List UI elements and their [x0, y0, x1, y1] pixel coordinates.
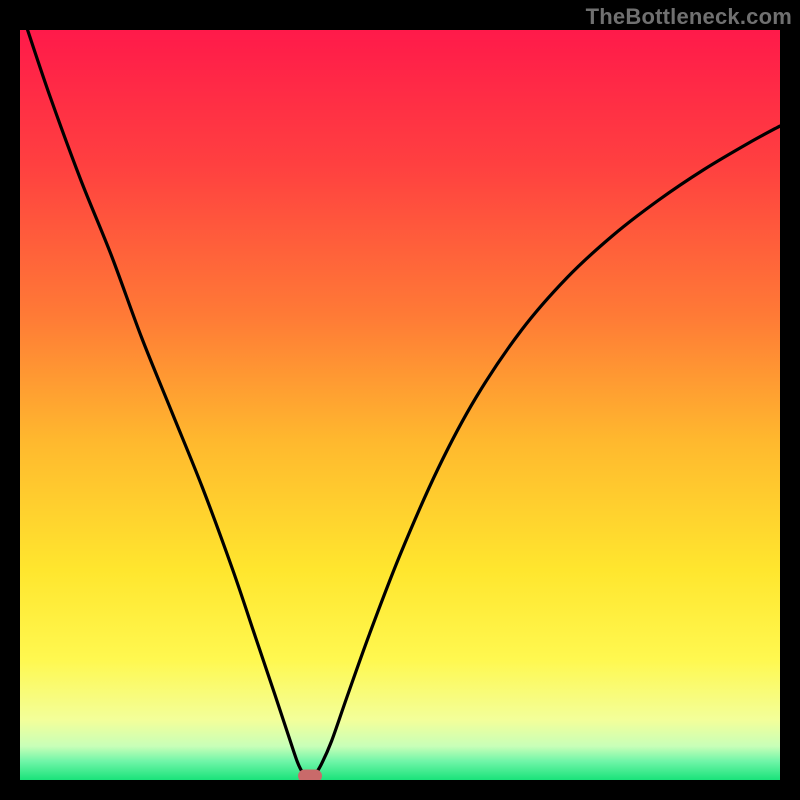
optimal-marker: [298, 770, 322, 780]
bottleneck-curve: [20, 30, 780, 780]
watermark-text: TheBottleneck.com: [586, 4, 792, 30]
plot-area: [20, 30, 780, 780]
chart-container: TheBottleneck.com: [0, 0, 800, 800]
